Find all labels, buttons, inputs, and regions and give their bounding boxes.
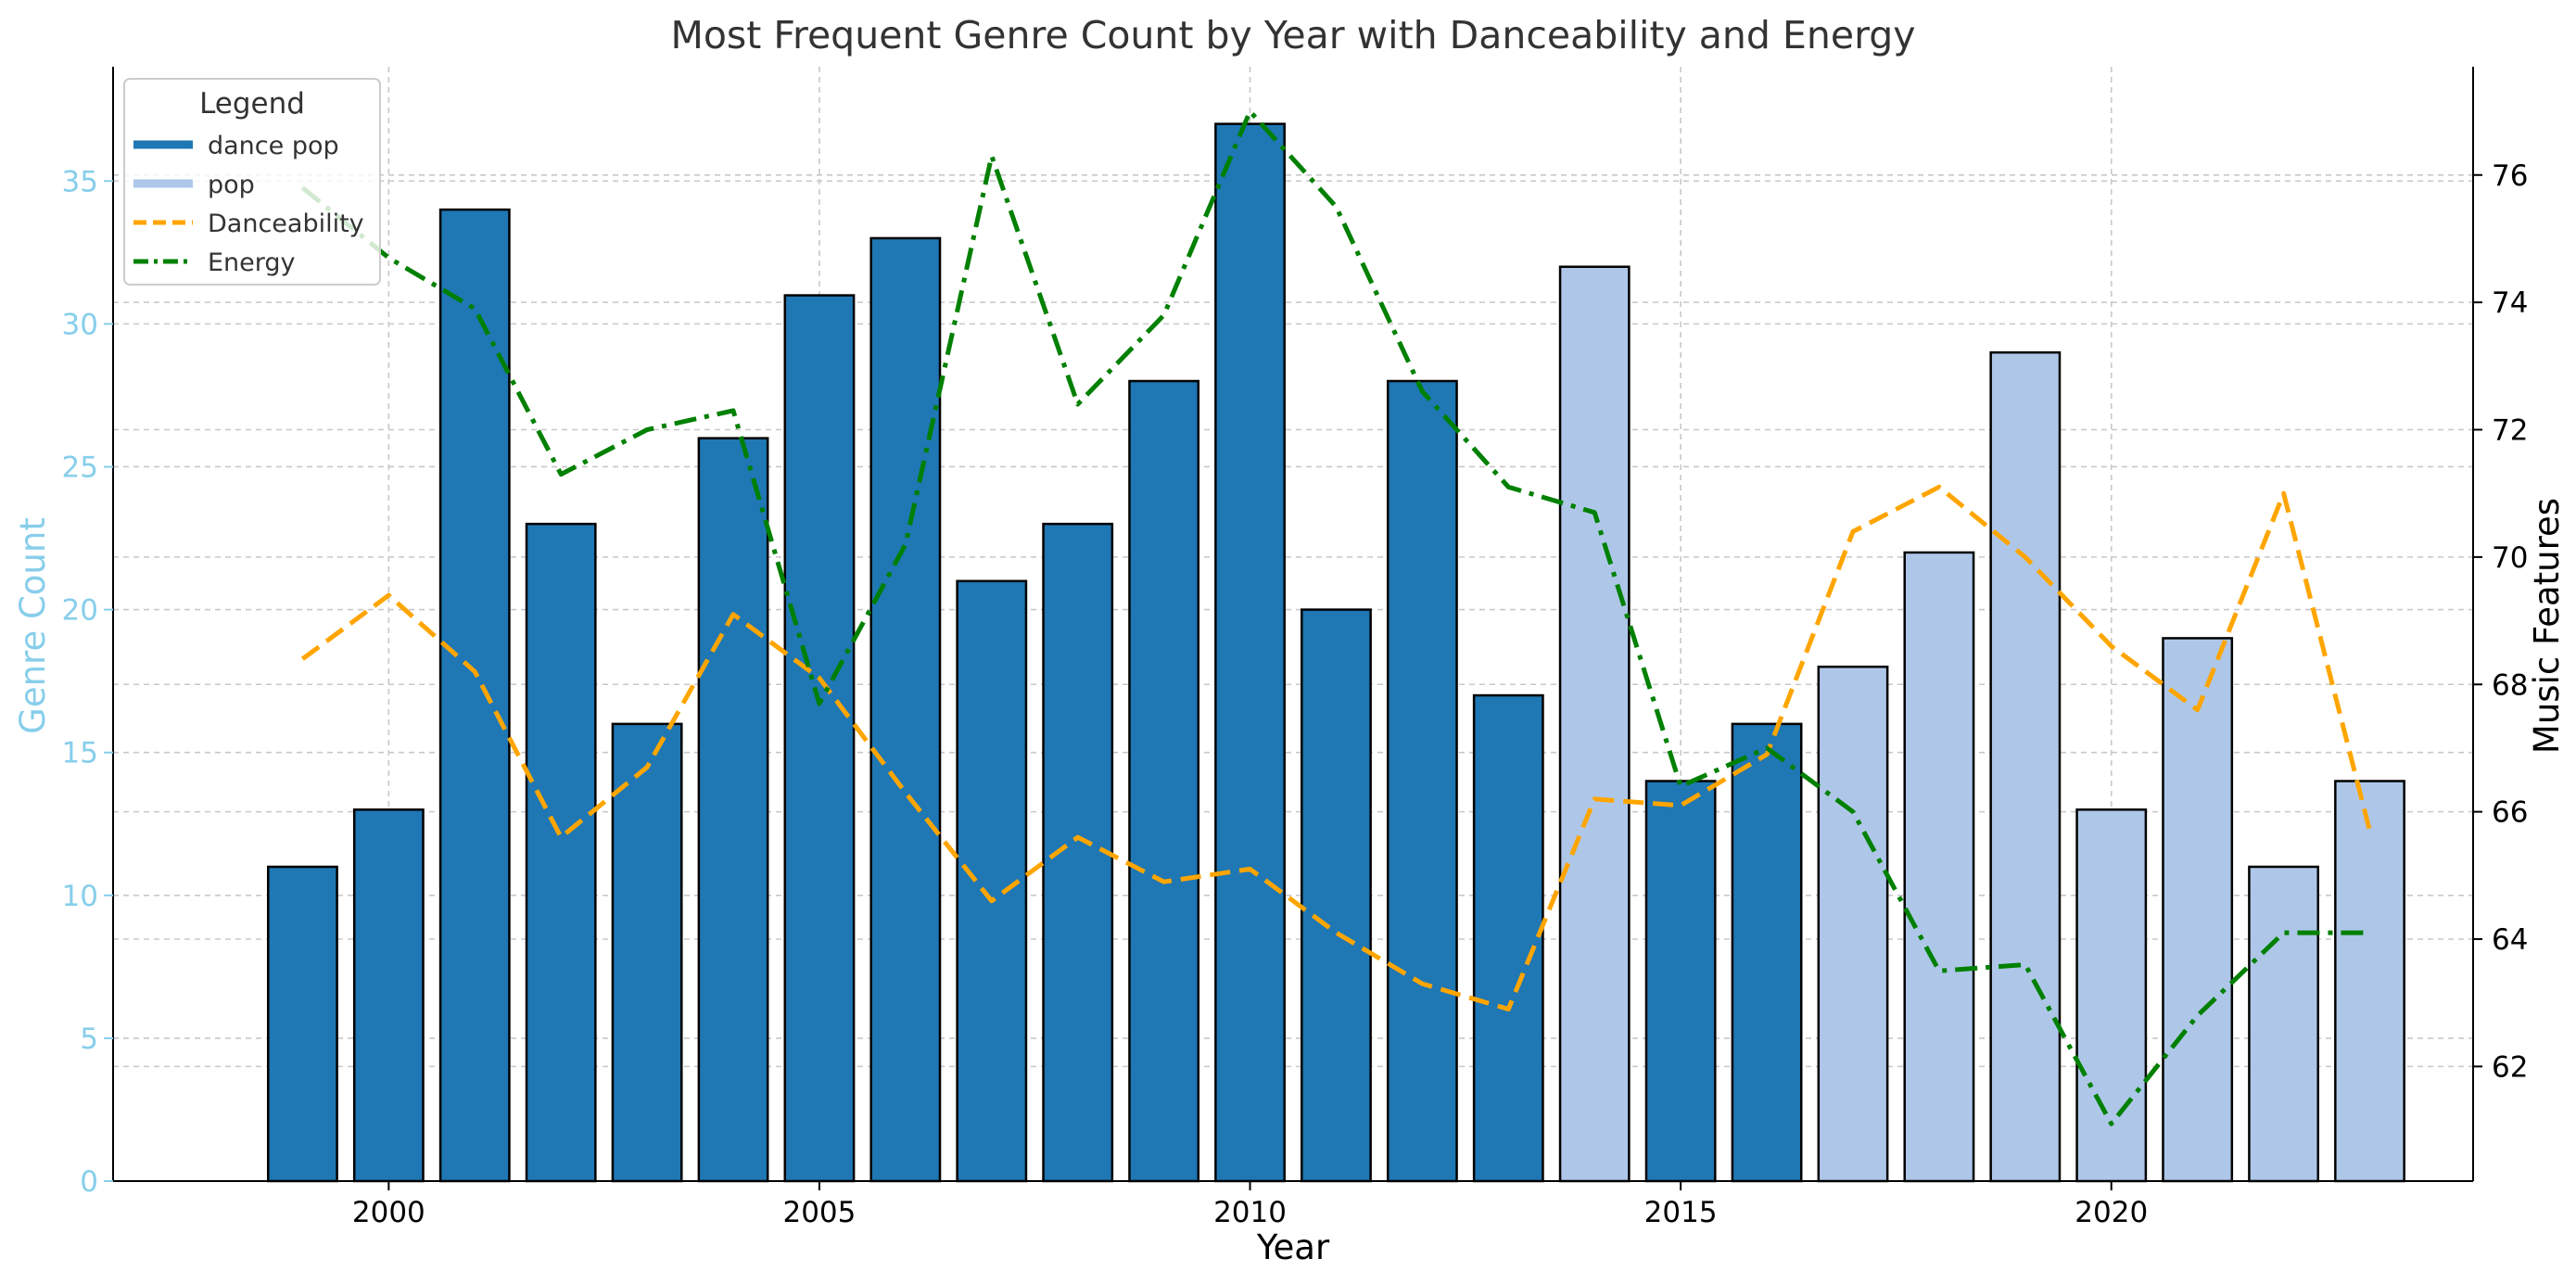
x-axis-label: Year: [1256, 1227, 1330, 1267]
y-right-tick-label: 74: [2492, 286, 2528, 320]
line-danceability: [300, 484, 2372, 1011]
x-tick-label: 2005: [782, 1196, 856, 1229]
y-left-tick-label: 5: [80, 1023, 98, 1056]
legend-label: dance pop: [208, 132, 339, 160]
bar: [1989, 350, 2062, 1183]
bar: [1301, 608, 1372, 1183]
x-tick-label: 2010: [1213, 1196, 1287, 1229]
legend: Legend dance pop pop Danceability Energy: [123, 78, 381, 286]
chart-title: Most Frequent Genre Count by Year with D…: [670, 13, 1915, 57]
feature-lines: [300, 108, 2372, 1126]
y-left-tick-label: 0: [80, 1165, 98, 1199]
line-energy: [300, 108, 2370, 1126]
bar: [697, 437, 769, 1183]
bars: [267, 122, 2405, 1183]
bar: [352, 808, 425, 1183]
legend-label: pop: [208, 171, 255, 199]
bar: [1214, 122, 1286, 1183]
bar: [1472, 693, 1544, 1183]
bar: [1817, 665, 1889, 1183]
legend-title: Legend: [199, 87, 305, 121]
bar: [2334, 780, 2405, 1183]
legend-box: [123, 78, 381, 286]
y-axis-left-label: Genre Count: [13, 517, 53, 734]
y-right-tick-label: 62: [2492, 1050, 2528, 1084]
legend-label: Danceability: [208, 210, 364, 238]
bar: [783, 294, 856, 1183]
y-axis-right-label: Music Features: [2527, 498, 2567, 754]
y-left-tick-label: 20: [62, 594, 98, 628]
y-right-tick-label: 66: [2492, 796, 2528, 830]
y-right-tick-label: 68: [2492, 668, 2528, 702]
bar: [2075, 808, 2148, 1183]
bar: [1558, 265, 1631, 1183]
bar: [1128, 379, 1200, 1183]
bar: [525, 522, 597, 1183]
bar: [267, 865, 338, 1183]
bar: [1903, 551, 1975, 1183]
y-right-tick-label: 70: [2492, 541, 2528, 575]
bar: [1731, 722, 1803, 1183]
axes: 2000 2005 2010 2015 2020 0 5 10 15 20 25 30 35 62 64 66…: [62, 67, 2528, 1229]
x-tick-label: 2015: [1644, 1196, 1718, 1229]
y-left-tick-label: 35: [62, 165, 98, 198]
x-tick-label: 2020: [2075, 1196, 2148, 1229]
bar: [1386, 379, 1458, 1183]
y-left-tick-label: 15: [62, 737, 98, 770]
x-tick-label: 2000: [352, 1196, 425, 1229]
bar: [869, 236, 942, 1183]
bar: [2162, 637, 2234, 1183]
bar: [2248, 865, 2319, 1183]
bar: [438, 208, 511, 1183]
axis-labels: Most Frequent Genre Count by Year with D…: [13, 13, 2567, 1267]
y-right-tick-label: 72: [2492, 414, 2528, 448]
bar: [1644, 780, 1717, 1183]
legend-label: Energy: [208, 248, 296, 277]
y-right-tick-label: 64: [2492, 923, 2528, 957]
y-left-tick-label: 10: [62, 880, 98, 913]
y-left-tick-label: 30: [62, 308, 98, 341]
y-right-tick-label: 76: [2492, 159, 2528, 193]
y-left-tick-label: 25: [62, 451, 98, 484]
bar: [611, 722, 683, 1183]
